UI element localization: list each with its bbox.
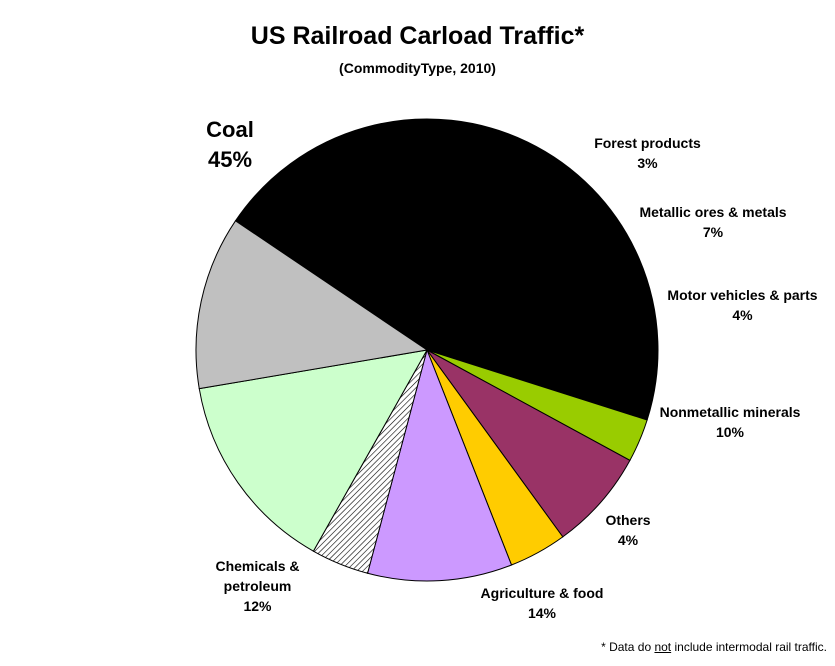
chart-title: US Railroad Carload Traffic* xyxy=(250,22,585,50)
pie-slice-coal xyxy=(234,118,659,421)
slice-label-metallic-ores: Metallic ores & metals 7% xyxy=(628,202,798,242)
slice-value-nonmetallic-minerals: 10% xyxy=(715,424,745,440)
slice-name-others: Others xyxy=(605,512,651,528)
pie-slice-agriculture-and-food xyxy=(198,349,428,552)
slice-name-agriculture: Agriculture & food xyxy=(480,585,604,601)
slice-name-forest-products: Forest products xyxy=(594,135,701,151)
slice-value-forest-products: 3% xyxy=(637,155,658,171)
slice-value-others: 4% xyxy=(617,532,639,548)
slice-value-metallic-ores: 7% xyxy=(702,224,724,240)
slice-value-chemicals: 12% xyxy=(243,598,272,614)
slice-label-motor-vehicles: Motor vehicles & parts 4% xyxy=(655,285,830,325)
slice-name-metallic-ores: Metallic ores & metals xyxy=(639,204,787,220)
pie-slice-nonmetallic-minerals xyxy=(366,348,513,582)
slice-label-forest-products: Forest products 3% xyxy=(580,133,715,173)
pie-slice-chemicals-and-petroleum xyxy=(195,220,429,390)
footnote-before: * Data do xyxy=(601,640,655,654)
slice-label-nonmetallic-minerals: Nonmetallic minerals 10% xyxy=(650,402,810,442)
slice-label-others: Others 4% xyxy=(593,510,663,550)
slice-name-nonmetallic-minerals: Nonmetallic minerals xyxy=(659,404,801,420)
slice-name-coal: Coal xyxy=(206,117,254,142)
chart-subtitle: (CommodityType, 2010) xyxy=(339,60,496,76)
slice-label-coal: Coal 45% xyxy=(190,115,270,175)
slice-label-agriculture: Agriculture & food 14% xyxy=(467,583,617,623)
slice-value-coal: 45% xyxy=(207,147,253,172)
slice-value-motor-vehicles: 4% xyxy=(732,307,753,323)
footnote-after: include intermodal rail traffic. xyxy=(671,640,827,654)
slice-value-agriculture: 14% xyxy=(527,605,557,621)
pie-slice-metallic-ores-and-metals xyxy=(426,349,631,538)
footnote-emphasis: not xyxy=(654,640,672,654)
footnote: * Data do not include intermodal rail tr… xyxy=(601,640,827,654)
slice-name-motor-vehicles: Motor vehicles & parts xyxy=(667,287,818,303)
slice-name-chemicals: Chemicals & petroleum xyxy=(215,558,300,594)
slice-label-chemicals: Chemicals & petroleum 12% xyxy=(200,556,315,616)
